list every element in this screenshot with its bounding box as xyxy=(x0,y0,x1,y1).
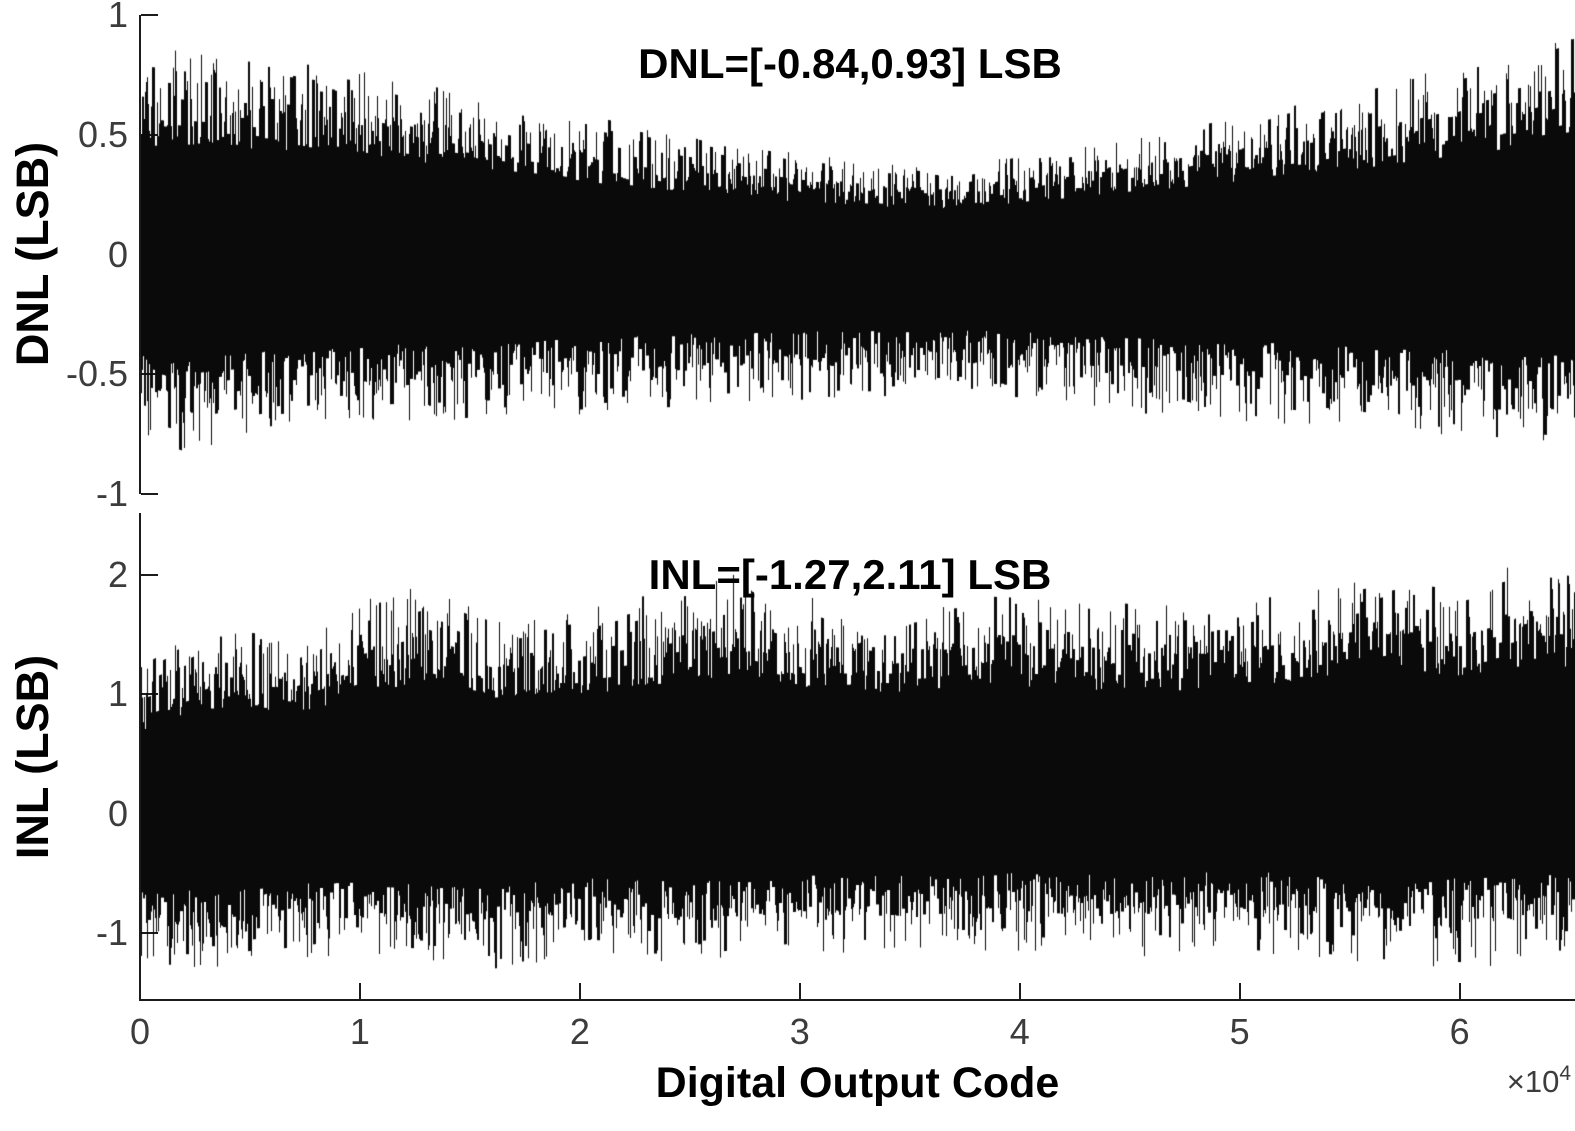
y-tick-label: -0.5 xyxy=(65,353,128,395)
x-axis-multiplier-base: ×10 xyxy=(1506,1064,1560,1099)
inl-noise-canvas xyxy=(141,513,1575,1000)
inl-y-axis-spine xyxy=(139,513,141,1001)
y-tick-label: 1 xyxy=(107,0,128,35)
x-axis-multiplier: ×104 xyxy=(1506,1062,1571,1100)
x-tick-label: 5 xyxy=(1229,1011,1250,1052)
x-tick-mark xyxy=(139,983,141,999)
dnl-range-annotation: DNL=[-0.84,0.93] LSB xyxy=(638,40,1062,87)
dnl-noise-canvas xyxy=(141,15,1575,494)
y-tick-label: 0 xyxy=(107,792,128,834)
x-tick-label: 1 xyxy=(349,1011,370,1052)
x-tick-label: 0 xyxy=(129,1011,151,1052)
x-axis-multiplier-exponent: 4 xyxy=(1559,1062,1571,1085)
y-tick-label: 2 xyxy=(107,554,128,596)
x-tick-label: 3 xyxy=(789,1011,810,1052)
y-tick-label: 0.5 xyxy=(77,113,128,155)
x-tick-label: 4 xyxy=(1009,1011,1030,1052)
inl-y-axis-label: INL (LSB) xyxy=(7,654,58,860)
y-tick-label: 0 xyxy=(107,233,128,275)
y-tick-mark xyxy=(141,493,158,495)
y-tick-label: -1 xyxy=(95,473,128,514)
dnl-y-axis-spine xyxy=(139,15,141,494)
y-tick-label: -1 xyxy=(95,912,128,954)
y-tick-label: 1 xyxy=(107,673,128,715)
x-tick-label: 6 xyxy=(1449,1011,1470,1052)
x-axis-label: Digital Output Code xyxy=(655,1059,1060,1107)
inl-range-annotation: INL=[-1.27,2.11] LSB xyxy=(648,551,1052,598)
inl-x-axis-line xyxy=(139,999,1575,1001)
x-tick-label: 2 xyxy=(569,1011,590,1052)
